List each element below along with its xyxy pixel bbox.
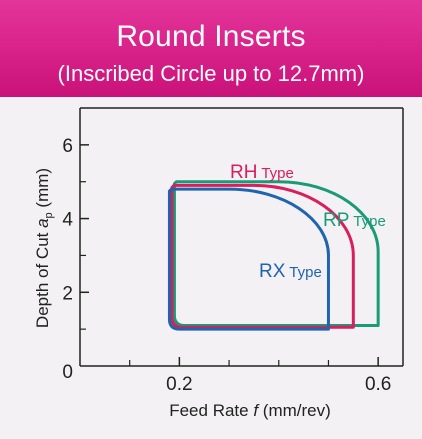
series-label-rx: RX Type bbox=[259, 261, 322, 282]
series-region-rp bbox=[172, 180, 380, 327]
banner-subtitle: (Inscribed Circle up to 12.7mm) bbox=[57, 61, 365, 86]
series-region-rh bbox=[170, 183, 355, 329]
series-label-rh: RH Type bbox=[230, 162, 294, 183]
axis-ticks bbox=[80, 144, 379, 366]
y-tick-label: 6 bbox=[62, 136, 73, 157]
banner-title: Round Inserts bbox=[116, 20, 306, 53]
series-region-rx bbox=[167, 187, 330, 331]
y-axis-label: Depth of Cut ap (mm) bbox=[33, 168, 55, 328]
title-banner: Round Inserts (Inscribed Circle up to 12… bbox=[0, 0, 422, 97]
series-labels: RP Type RH Type RX Type bbox=[230, 162, 386, 282]
x-axis-label: Feed Rate f (mm/rev) bbox=[169, 401, 331, 420]
y-tick-label: 2 bbox=[62, 283, 73, 304]
y-tick-label: 4 bbox=[62, 210, 73, 231]
series-regions bbox=[167, 180, 380, 331]
chart-svg: 0.2 0.6 0 2 4 6 RP Type RH Type RX Type Feed Ra… bbox=[33, 107, 404, 420]
axis-tick-labels: 0.2 0.6 0 2 4 6 bbox=[62, 136, 391, 395]
chart-area: 0.2 0.6 0 2 4 6 RP Type RH Type RX Type Feed Ra… bbox=[0, 97, 422, 434]
x-tick-label: 0.2 bbox=[166, 374, 192, 395]
x-tick-label: 0.6 bbox=[365, 374, 391, 395]
y-tick-label: 0 bbox=[62, 362, 73, 383]
series-label-rp: RP Type bbox=[323, 210, 386, 231]
